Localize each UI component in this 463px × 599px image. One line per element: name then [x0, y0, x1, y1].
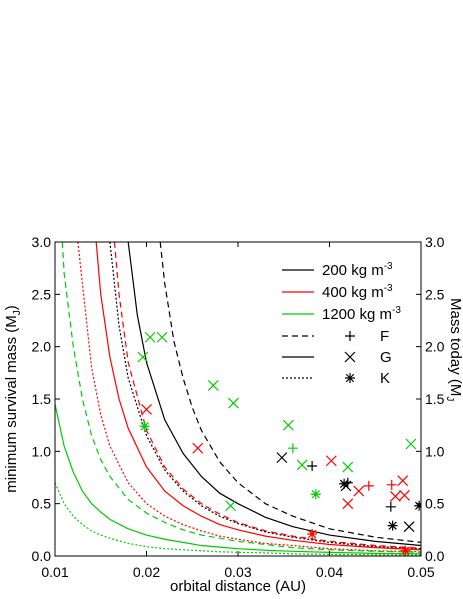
y2-tick-label: 1.5: [425, 391, 445, 407]
point: [141, 404, 152, 415]
legend-label: F: [380, 328, 389, 345]
y2-tick-label: 2.5: [425, 286, 445, 302]
point: [397, 475, 409, 487]
point: [144, 331, 156, 343]
legend-marker: [345, 331, 355, 341]
point: [386, 479, 397, 490]
point: [339, 478, 350, 489]
point: [353, 485, 365, 497]
x-tick-label: 0.05: [407, 564, 434, 580]
x-axis-label: orbital distance (AU): [170, 578, 306, 595]
plot-area: [55, 242, 421, 556]
y-axis-label-main: minimum survival mass (M: [3, 315, 20, 493]
legend-label: 400 kg m-3: [322, 283, 393, 301]
point: [342, 461, 354, 473]
y-tick-label: 1.5: [32, 391, 52, 407]
legend-label: K: [380, 370, 390, 387]
point: [228, 397, 239, 409]
legend-label-sup: -3: [384, 283, 393, 294]
x-tick-label: 0.03: [224, 564, 251, 580]
y2-tick-label: 0.5: [425, 496, 445, 512]
legend-marker: [344, 351, 356, 363]
y2-axis-label-sub: J: [444, 396, 455, 401]
point: [139, 421, 150, 432]
point: [156, 331, 168, 343]
point: [137, 351, 149, 363]
y2-axis-label-main: Mass today (M: [447, 298, 463, 396]
y2-tick-label: 2.0: [425, 339, 445, 355]
point: [342, 498, 354, 510]
point: [296, 459, 308, 471]
legend-label: G: [380, 349, 392, 366]
point: [363, 480, 374, 491]
point: [276, 452, 288, 464]
point: [307, 460, 318, 471]
point: [310, 489, 321, 500]
legend-label: 1200 kg m-3: [322, 305, 401, 323]
legend-label-text: K: [380, 370, 390, 387]
y-axis-label-tail: ): [3, 305, 20, 310]
legend-label-text: 400 kg m: [322, 284, 384, 301]
point: [399, 489, 410, 501]
legend-label-text: F: [380, 328, 389, 345]
y-tick-label: 2.5: [32, 286, 52, 302]
point: [414, 500, 421, 511]
curve: [61, 242, 421, 553]
legend-label-text: 1200 kg m: [322, 306, 392, 323]
legend-label-sup: -3: [392, 305, 401, 316]
x-tick-label: 0.02: [133, 564, 160, 580]
point: [307, 529, 318, 540]
x-tick-label: 0.01: [41, 564, 68, 580]
y-tick-label: 1.0: [32, 443, 52, 459]
point: [225, 500, 237, 512]
y-tick-label: 0.0: [32, 548, 52, 564]
point: [387, 520, 398, 531]
point: [389, 490, 401, 502]
y2-tick-label: 1.0: [425, 443, 445, 459]
y-tick-label: 2.0: [32, 339, 52, 355]
x-tick-label: 0.04: [316, 564, 343, 580]
y2-tick-label: 3.0: [425, 234, 445, 250]
curve: [55, 404, 421, 555]
point: [207, 379, 219, 391]
point: [403, 521, 415, 533]
point: [287, 443, 298, 454]
y-axis-label: minimum survival mass (MJ): [3, 305, 23, 493]
curve: [55, 482, 421, 556]
legend-label-text: G: [380, 349, 392, 366]
curve: [113, 242, 421, 549]
legend-label: 200 kg m-3: [322, 261, 393, 279]
y2-tick-label: 0.0: [425, 548, 445, 564]
point: [385, 501, 396, 512]
point: [325, 455, 337, 467]
curve: [127, 242, 421, 547]
curve: [95, 242, 421, 551]
legend-marker: [345, 373, 355, 383]
legend-label-sup: -3: [384, 261, 393, 272]
point: [192, 442, 204, 454]
curve: [159, 242, 421, 543]
legend-label-text: 200 kg m: [322, 262, 384, 279]
y2-axis-label: Mass today (MJ: [444, 298, 463, 401]
point: [400, 545, 411, 556]
y-tick-label: 3.0: [32, 234, 52, 250]
curve: [109, 242, 421, 550]
y-axis-label-sub: J: [12, 310, 23, 315]
y-tick-label: 0.5: [32, 496, 52, 512]
point: [405, 438, 417, 450]
point: [282, 419, 294, 431]
